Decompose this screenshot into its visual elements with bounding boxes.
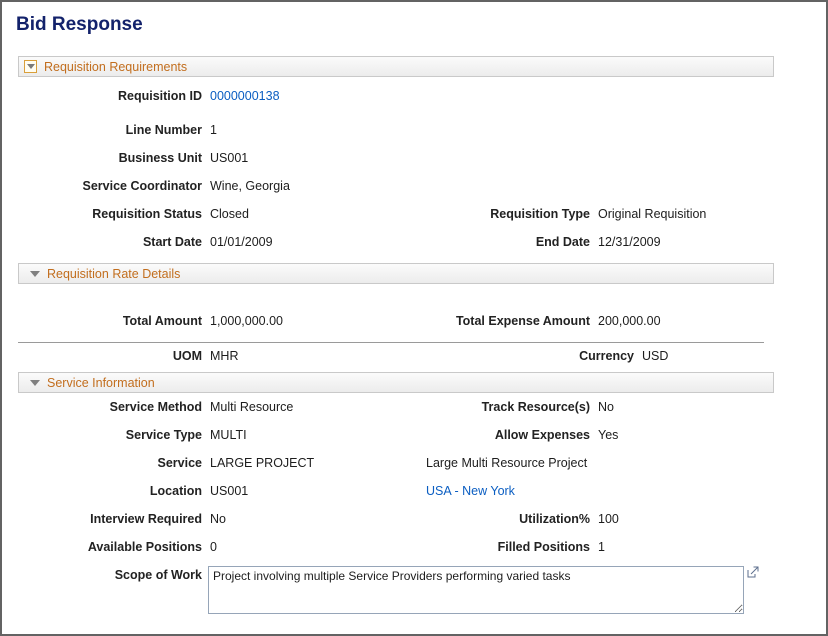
location-value: US001: [210, 484, 249, 498]
field-row: Requisition Status Closed Requisition Ty…: [2, 207, 826, 226]
scope-of-work-label: Scope of Work: [114, 568, 202, 582]
field-row: UOM MHR Currency USD: [2, 349, 826, 368]
filled-positions-value: 1: [598, 540, 605, 554]
filled-positions-label: Filled Positions: [497, 540, 590, 554]
section-header-requisition-requirements[interactable]: Requisition Requirements: [18, 56, 774, 77]
service-method-value: Multi Resource: [210, 400, 294, 414]
total-amount-label: Total Amount: [122, 314, 202, 328]
scope-of-work-textarea[interactable]: Project involving multiple Service Provi…: [208, 566, 744, 614]
requisition-id-link[interactable]: 0000000138: [210, 89, 280, 103]
triangle-down-icon: [30, 379, 40, 386]
end-date-value: 12/31/2009: [598, 235, 661, 249]
requisition-status-value: Closed: [210, 207, 249, 221]
currency-value: USD: [642, 349, 669, 363]
field-row: Requisition ID 0000000138: [2, 89, 826, 108]
start-date-label: Start Date: [142, 235, 202, 249]
requisition-type-value: Original Requisition: [598, 207, 707, 221]
uom-label: UOM: [172, 349, 202, 363]
field-row: Available Positions 0 Filled Positions 1: [2, 540, 826, 559]
interview-required-label: Interview Required: [90, 512, 202, 526]
location-label: Location: [149, 484, 202, 498]
requisition-requirements-fields: Requisition ID 0000000138 Line Number 1 …: [2, 89, 826, 254]
collapse-section-icon[interactable]: [24, 60, 37, 73]
field-row: Start Date 01/01/2009 End Date 12/31/200…: [2, 235, 826, 254]
field-row: Service Coordinator Wine, Georgia: [2, 179, 826, 198]
line-number-value: 1: [210, 123, 217, 137]
field-row: Line Number 1: [2, 123, 826, 142]
section-header-service-information[interactable]: Service Information: [18, 372, 774, 393]
triangle-down-icon: [26, 64, 35, 69]
utilization-label: Utilization%: [519, 512, 590, 526]
service-type-value: MULTI: [210, 428, 247, 442]
requisition-type-label: Requisition Type: [490, 207, 590, 221]
location-link[interactable]: USA - New York: [426, 484, 515, 498]
section-title-service-information: Service Information: [47, 375, 155, 390]
end-date-label: End Date: [535, 235, 590, 249]
divider-line: [18, 342, 764, 343]
available-positions-label: Available Positions: [87, 540, 202, 554]
field-row: Service LARGE PROJECT Large Multi Resour…: [2, 456, 826, 475]
line-number-label: Line Number: [125, 123, 202, 137]
business-unit-label: Business Unit: [118, 151, 202, 165]
field-row: Total Amount 1,000,000.00 Total Expense …: [2, 314, 826, 333]
requisition-id-label: Requisition ID: [117, 89, 202, 103]
service-method-label: Service Method: [109, 400, 202, 414]
section-header-requisition-rate-details[interactable]: Requisition Rate Details: [18, 263, 774, 284]
field-row: Interview Required No Utilization% 100: [2, 512, 826, 531]
service-coordinator-label: Service Coordinator: [82, 179, 202, 193]
field-row: Service Type MULTI Allow Expenses Yes: [2, 428, 826, 447]
field-row: Business Unit US001: [2, 151, 826, 170]
requisition-rate-details-fields: Total Amount 1,000,000.00 Total Expense …: [2, 314, 826, 368]
total-amount-value: 1,000,000.00: [210, 314, 283, 328]
uom-value: MHR: [210, 349, 239, 363]
section-title-requisition-rate-details: Requisition Rate Details: [47, 266, 181, 281]
field-row: Scope of Work Project involving multiple…: [2, 565, 826, 620]
service-type-label: Service Type: [125, 428, 202, 442]
track-resources-label: Track Resource(s): [481, 400, 590, 414]
start-date-value: 01/01/2009: [210, 235, 273, 249]
expand-textarea-icon[interactable]: [747, 565, 760, 578]
field-row: Location US001 USA - New York: [2, 484, 826, 503]
requisition-status-label: Requisition Status: [92, 207, 202, 221]
interview-required-value: No: [210, 512, 226, 526]
section-title-requisition-requirements: Requisition Requirements: [44, 59, 188, 74]
service-label: Service: [157, 456, 202, 470]
service-information-fields: Service Method Multi Resource Track Reso…: [2, 400, 826, 620]
allow-expenses-value: Yes: [598, 428, 619, 442]
total-expense-amount-label: Total Expense Amount: [455, 314, 590, 328]
total-expense-amount-value: 200,000.00: [598, 314, 661, 328]
available-positions-value: 0: [210, 540, 217, 554]
page-title: Bid Response: [16, 14, 143, 35]
allow-expenses-label: Allow Expenses: [494, 428, 590, 442]
service-coordinator-value: Wine, Georgia: [210, 179, 290, 193]
field-row: Service Method Multi Resource Track Reso…: [2, 400, 826, 419]
utilization-value: 100: [598, 512, 619, 526]
track-resources-value: No: [598, 400, 614, 414]
service-description: Large Multi Resource Project: [426, 456, 588, 470]
service-value: LARGE PROJECT: [210, 456, 315, 470]
triangle-down-icon: [30, 270, 40, 277]
business-unit-value: US001: [210, 151, 249, 165]
currency-label: Currency: [579, 349, 634, 363]
